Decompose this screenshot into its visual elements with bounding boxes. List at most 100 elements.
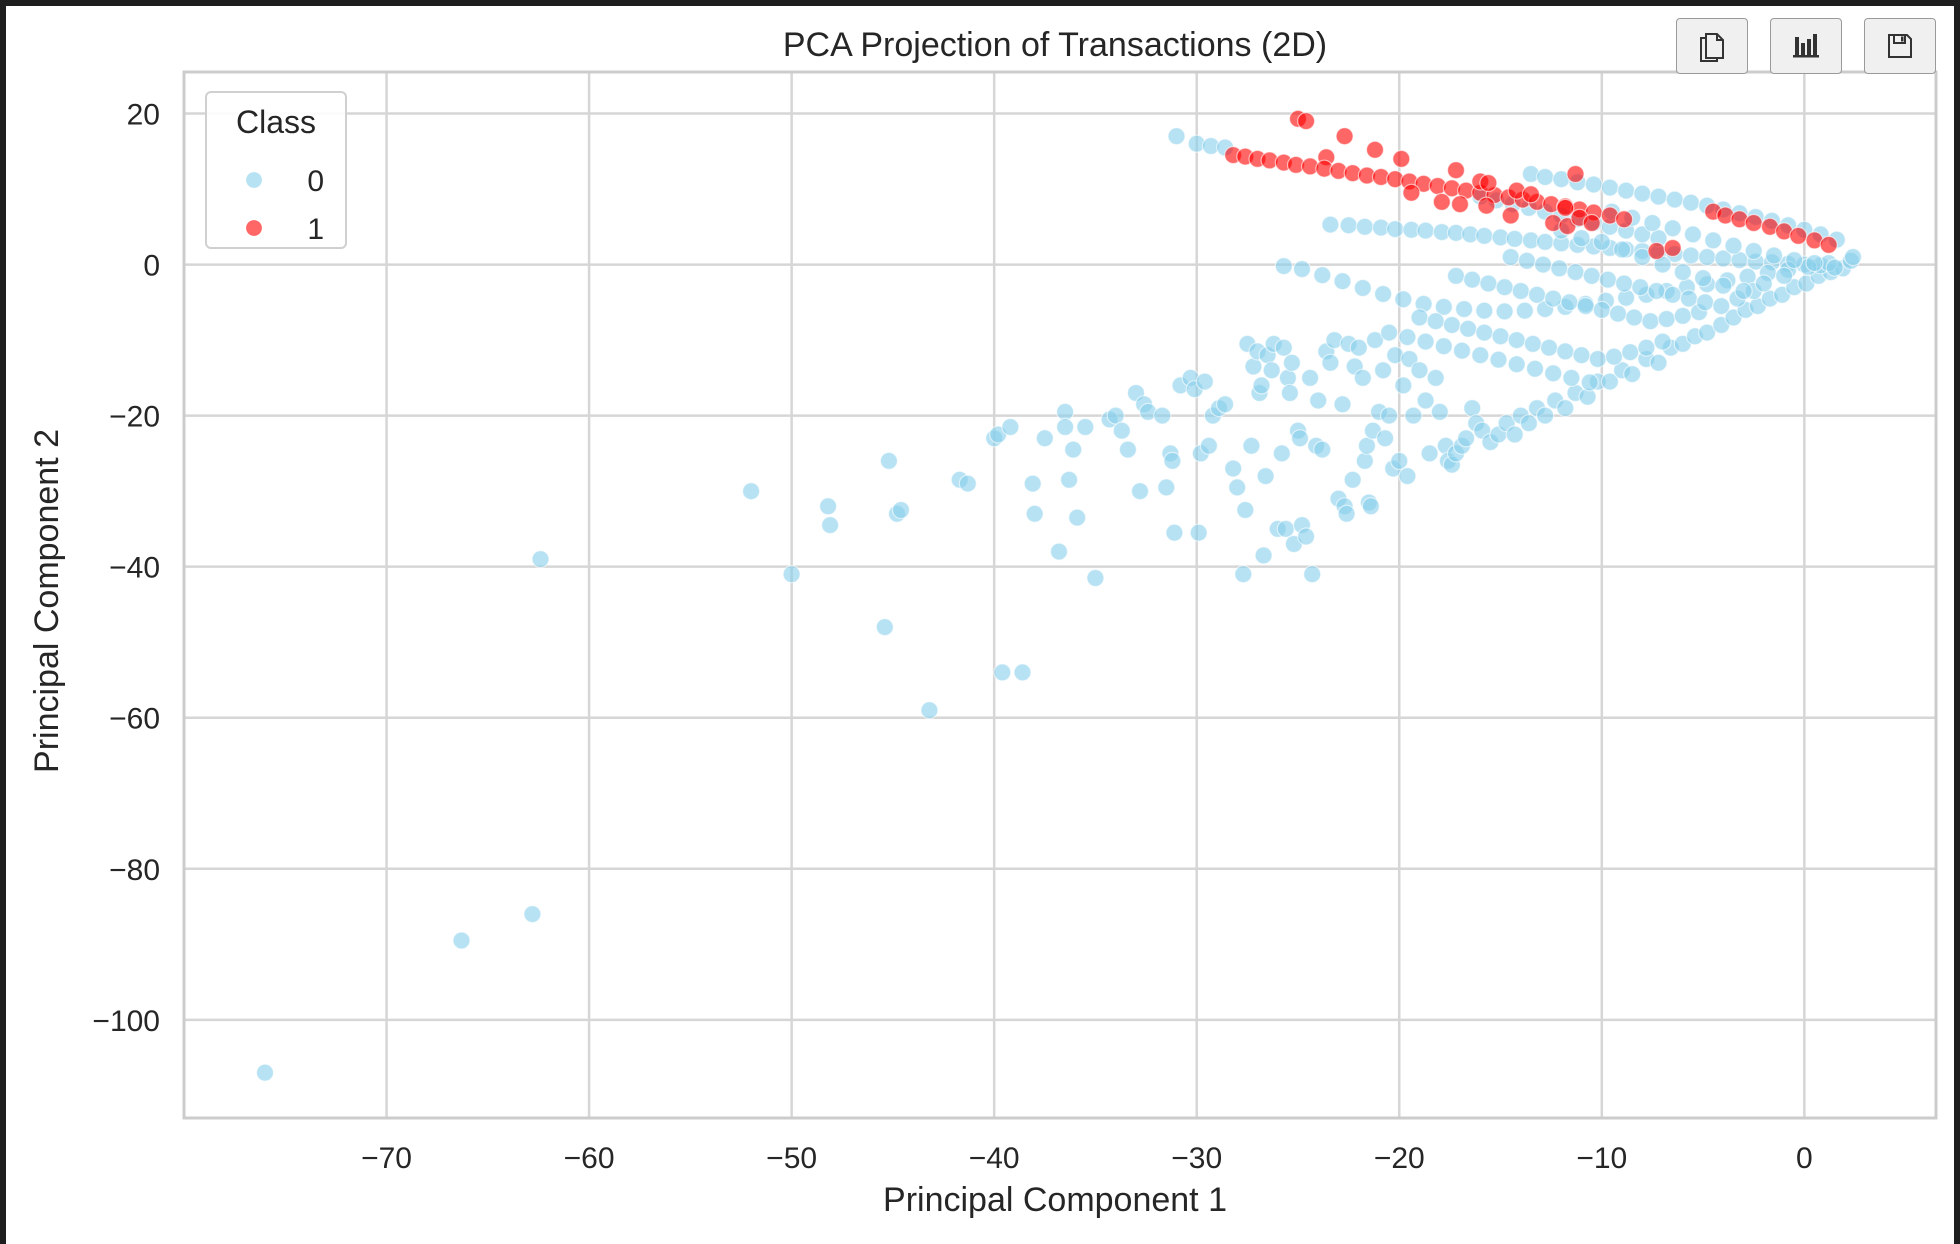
data-point — [1280, 383, 1300, 403]
x-tick-label: 0 — [1796, 1142, 1813, 1175]
x-tick-label: −40 — [969, 1142, 1020, 1175]
data-point — [1321, 215, 1340, 234]
data-point — [1456, 429, 1476, 448]
legend-title: Class — [236, 104, 316, 140]
data-point — [1572, 346, 1591, 365]
data-point — [1475, 226, 1494, 245]
x-axis-label: Principal Component 1 — [883, 1181, 1227, 1219]
data-point — [1353, 278, 1372, 298]
data-point — [1712, 297, 1731, 316]
data-point — [1410, 361, 1429, 380]
copy-button[interactable] — [1676, 18, 1748, 74]
data-point — [1296, 527, 1316, 546]
data-point — [1410, 308, 1429, 327]
data-point — [1576, 297, 1595, 316]
data-point — [1313, 266, 1332, 285]
data-point — [1621, 343, 1640, 362]
data-point — [1256, 467, 1275, 486]
data-point — [1416, 391, 1435, 410]
data-point — [452, 931, 471, 950]
data-point — [1199, 436, 1219, 455]
data-point — [1623, 365, 1642, 384]
data-point — [1704, 231, 1723, 250]
data-point — [1495, 302, 1514, 321]
data-point — [1394, 290, 1413, 309]
series-class-0 — [255, 127, 1863, 1082]
data-point — [1373, 361, 1393, 380]
data-point — [1434, 297, 1453, 316]
data-point — [1527, 285, 1547, 304]
x-tick-label: −70 — [361, 1142, 412, 1175]
save-button[interactable] — [1864, 18, 1936, 74]
data-point — [875, 617, 894, 637]
bar-chart-icon — [1793, 34, 1819, 58]
plot-frame — [182, 70, 1938, 1120]
data-point — [1697, 247, 1717, 267]
data-point — [1507, 355, 1526, 374]
data-point — [1353, 368, 1372, 387]
chart-button[interactable] — [1770, 18, 1842, 74]
y-axis: 20 0 −20 −40 −60 −80 −100 — [92, 99, 160, 1038]
x-tick-label: −30 — [1171, 1142, 1222, 1175]
data-point — [958, 474, 977, 493]
data-point — [1673, 263, 1692, 282]
data-point — [1361, 497, 1381, 516]
x-axis: −70 −60 −50 −40 −30 −20 −10 0 — [361, 1142, 1813, 1175]
data-point — [1598, 270, 1618, 289]
data-point — [1452, 341, 1472, 360]
data-point — [1446, 266, 1466, 285]
data-point — [1335, 127, 1354, 146]
data-point — [1290, 429, 1310, 448]
data-point — [1434, 337, 1453, 356]
data-point — [1234, 565, 1253, 584]
data-point — [1392, 149, 1411, 168]
data-point — [879, 451, 899, 470]
data-point — [1343, 470, 1362, 489]
legend-marker — [244, 170, 264, 190]
data-point — [1744, 241, 1763, 261]
data-point — [1495, 278, 1514, 297]
data-point — [1432, 192, 1451, 211]
data-point — [1647, 281, 1666, 301]
data-point — [1274, 338, 1293, 357]
data-point — [1321, 353, 1340, 372]
data-point — [891, 500, 911, 520]
scatter-points — [255, 109, 1863, 1082]
data-point — [1430, 402, 1449, 421]
data-point — [1679, 289, 1699, 308]
data-point — [1463, 270, 1482, 289]
legend-marker — [244, 218, 264, 238]
data-point — [1592, 300, 1611, 319]
data-point — [1535, 167, 1555, 187]
data-point — [1562, 368, 1581, 387]
data-point — [1582, 266, 1601, 285]
legend-box — [205, 91, 347, 249]
data-point — [1272, 444, 1291, 463]
chart-title: PCA Projection of Transactions (2D) — [783, 26, 1327, 64]
data-point — [1517, 251, 1537, 270]
data-point — [1608, 304, 1628, 323]
y-tick-label: −20 — [109, 401, 160, 434]
data-point — [1825, 258, 1844, 277]
data-point — [1106, 406, 1125, 425]
data-point — [1471, 346, 1490, 365]
x-tick-label: −10 — [1576, 1142, 1627, 1175]
data-point — [1566, 164, 1585, 184]
data-point — [1789, 226, 1808, 245]
data-point — [1734, 281, 1753, 301]
scatter-chart: PCA Projection of Transactions (2D) −70 −… — [28, 26, 1938, 1219]
data-point — [1785, 251, 1804, 270]
legend-entry-label: 0 — [307, 165, 324, 198]
data-point — [1236, 500, 1255, 520]
data-point — [1805, 254, 1824, 273]
data-point — [1300, 368, 1320, 387]
chart-toolbar — [1676, 18, 1936, 74]
data-point — [1657, 309, 1676, 329]
data-point — [1157, 478, 1176, 497]
y-tick-label: −60 — [109, 703, 160, 736]
data-point — [818, 497, 838, 516]
data-point — [1420, 444, 1439, 463]
data-point — [1556, 399, 1575, 418]
data-point — [1400, 349, 1419, 369]
copy-icon — [1700, 33, 1724, 62]
